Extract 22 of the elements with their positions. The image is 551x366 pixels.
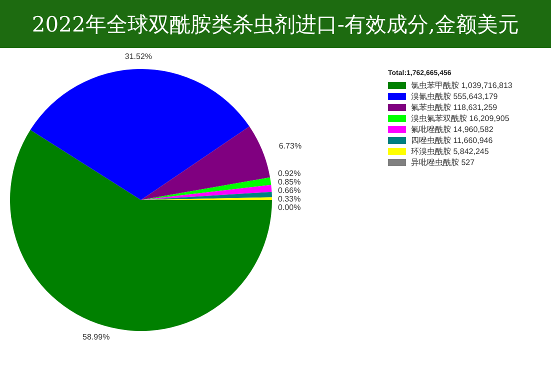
pie-slice: [141, 184, 272, 200]
legend-label: 溴虫氟苯双酰胺 16,209,905: [411, 114, 510, 124]
pie-slice: [141, 177, 272, 200]
data-label: 31.52%: [124, 52, 152, 62]
legend-label: 溴氰虫酰胺 555,643,179: [411, 92, 498, 102]
legend-label: 氯虫苯甲酰胺 1,039,716,813: [411, 81, 513, 90]
data-label: 58.99%: [82, 332, 110, 342]
legend-label: 异吡唑虫酰胺 527: [411, 158, 476, 168]
pie-slice: [141, 126, 270, 200]
text: 0.00%: [278, 203, 301, 212]
legend-label: 氟苯虫酰胺 118,631,259: [411, 103, 498, 112]
pie-slice: [10, 130, 272, 331]
data-label: 0.33%: [278, 194, 301, 204]
legend-label: 氟吡唑酰胺 14,960,582: [411, 125, 494, 134]
data-label: 0.66%: [278, 186, 301, 196]
pie-slice: [30, 69, 250, 200]
data-label: 0.85%: [278, 178, 301, 187]
legend-label: 环溴虫酰胺 5,842,245: [411, 147, 490, 156]
data-label: 6.73%: [278, 141, 302, 150]
data-label: 0.92%: [278, 169, 301, 178]
legend-label: 四唑虫酰胺 11,660,946: [411, 136, 494, 146]
chart-title: 2022年全球双酰胺类杀虫剂进口-有效成分,金额美元: [32, 12, 520, 36]
